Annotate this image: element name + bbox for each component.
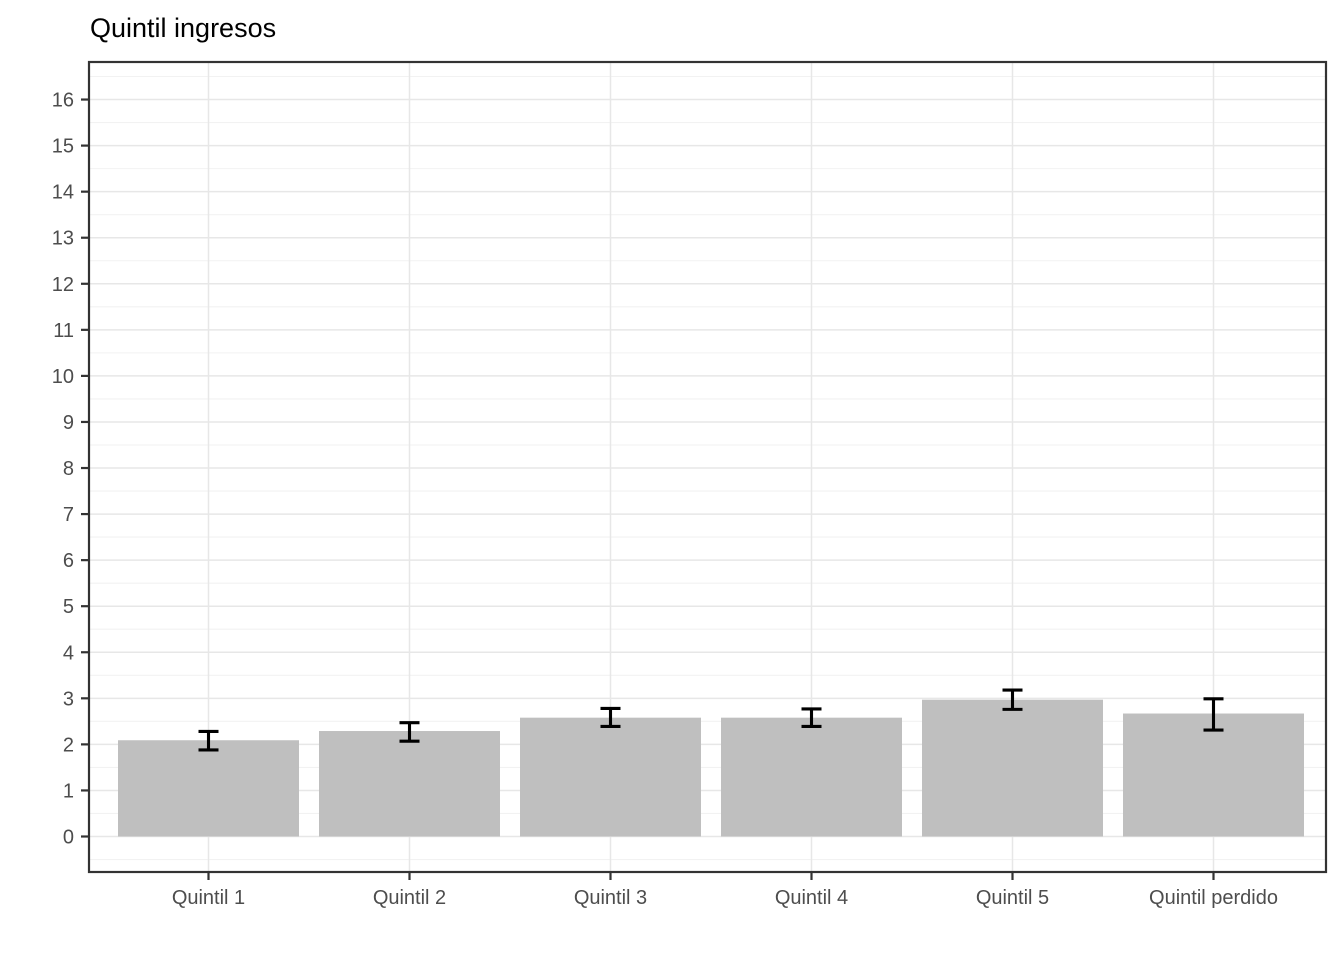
y-axis-label: 14: [52, 182, 74, 204]
y-axis-label: 6: [63, 550, 74, 572]
x-axis-label: Quintil 4: [775, 887, 848, 909]
bar-2: [319, 731, 500, 837]
y-axis-label: 10: [52, 366, 74, 388]
x-axis-label: Quintil 3: [574, 887, 647, 909]
y-axis-label: 5: [63, 596, 74, 618]
x-axis-label: Quintil 5: [976, 887, 1049, 909]
y-axis-label: 16: [52, 90, 74, 112]
y-axis-label: 11: [53, 320, 74, 342]
y-axis-label: 9: [63, 412, 74, 434]
x-axis-label: Quintil 2: [373, 887, 446, 909]
y-axis-label: 3: [63, 688, 74, 710]
bar-6: [1123, 713, 1304, 837]
y-axis-label: 7: [63, 504, 74, 526]
chart-title: Quintil ingresos: [90, 13, 277, 43]
y-axis-label: 15: [52, 136, 74, 158]
bar-5: [922, 699, 1103, 837]
y-axis-label: 4: [63, 642, 74, 664]
y-axis-label: 12: [52, 274, 74, 296]
x-axis-label: Quintil 1: [172, 887, 245, 909]
y-axis-label: 0: [63, 827, 74, 849]
y-axis-label: 13: [52, 228, 74, 250]
y-axis-label: 2: [63, 734, 74, 756]
bar-1: [118, 740, 299, 837]
x-axis-label: Quintil perdido: [1149, 887, 1278, 909]
bar-3: [520, 717, 701, 837]
bar-4: [721, 717, 902, 837]
plot-panel: [89, 62, 1326, 872]
y-axis-label: 1: [63, 780, 74, 802]
y-axis-label: 8: [63, 458, 74, 480]
